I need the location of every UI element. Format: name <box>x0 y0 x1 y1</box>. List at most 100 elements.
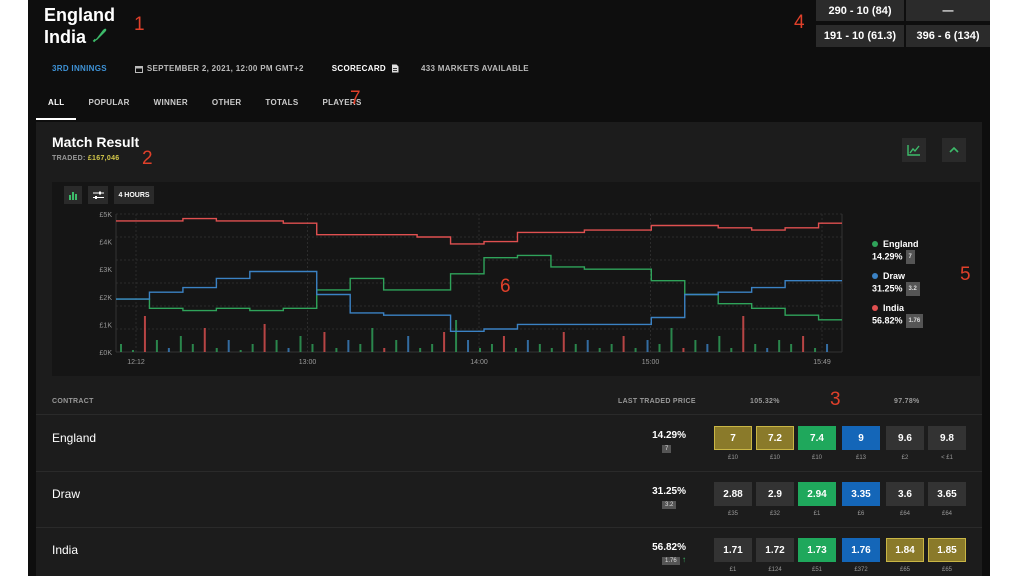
app-window: England India 1 4 290 - 10 (84) — 191 - … <box>28 0 990 576</box>
volume-bar <box>383 348 386 352</box>
volume-bar <box>730 348 733 352</box>
tab-popular[interactable]: POPULAR <box>88 98 130 107</box>
legend-pct-england: 14.29% <box>872 251 903 262</box>
tab-players[interactable]: PLAYERS <box>322 98 362 107</box>
y-left-tick: £0K <box>100 350 113 357</box>
team-home[interactable]: England <box>44 4 115 26</box>
market-tabs: ALL POPULAR WINNER OTHER TOTALS PLAYERS <box>36 90 374 120</box>
lay-price-button[interactable]: 3.35 <box>842 482 880 506</box>
back-stake: £32 <box>769 511 780 517</box>
x-tick: 14:00 <box>470 359 488 366</box>
chart-toggle-button[interactable] <box>902 138 926 162</box>
y-left-tick: £5K <box>100 212 113 219</box>
volume-bar <box>179 336 182 352</box>
x-tick: 12:12 <box>127 359 145 366</box>
lay-stake: £65 <box>941 567 952 573</box>
lay-price-button[interactable]: 3.6 <box>886 482 924 506</box>
legend-price-india: 1.76 <box>905 314 924 328</box>
volume-bar <box>395 340 398 352</box>
score-row1-col1: 290 - 10 (84) <box>816 0 904 21</box>
lay-price-button[interactable]: 9.6 <box>886 426 924 450</box>
volume-bar <box>826 344 829 352</box>
x-tick: 15:00 <box>642 359 660 366</box>
legend-dot-india <box>872 305 878 311</box>
tab-all[interactable]: ALL <box>36 90 77 120</box>
contract-pct: 14.29% <box>652 430 686 441</box>
back-stake: £51 <box>811 567 822 573</box>
volume-bar <box>335 348 338 352</box>
chevron-up-icon <box>949 146 959 153</box>
scorecard-label: SCORECARD <box>331 64 386 73</box>
chart-settings-button[interactable] <box>88 186 108 204</box>
contract-name[interactable]: England <box>52 431 97 445</box>
contract-name[interactable]: Draw <box>52 487 81 501</box>
back-price-button[interactable]: 7 <box>714 426 752 450</box>
volume-bar <box>538 344 541 352</box>
col-last-traded-price: LAST TRADED PRICE <box>618 398 696 405</box>
volume-bar <box>143 316 146 352</box>
chart-trend-icon <box>907 145 920 156</box>
lay-price-button[interactable]: 3.65 <box>928 482 966 506</box>
volume-bar <box>479 348 481 352</box>
volume-bar <box>251 344 254 352</box>
lay-stake: £65 <box>899 567 910 573</box>
tab-totals[interactable]: TOTALS <box>265 98 299 107</box>
series-line-draw <box>116 270 842 332</box>
annotation-2: 2 <box>142 148 153 169</box>
legend-price-draw: 3.2 <box>905 282 920 296</box>
table-row: Draw 31.25% 3.2 2.88 £35 2.9 £32 2.94 £1 3.35 £6 3.… <box>36 472 982 528</box>
legend-draw[interactable]: Draw 31.25% 3.2 <box>872 270 920 296</box>
legend-dot-england <box>872 241 878 247</box>
scorecard-link[interactable]: SCORECARD <box>332 64 399 73</box>
back-price-button[interactable]: 1.72 <box>756 538 794 562</box>
tab-other[interactable]: OTHER <box>211 98 242 107</box>
back-price-button[interactable]: 1.73 <box>798 538 836 562</box>
legend-india[interactable]: India 56.82% 1.76 <box>872 302 924 328</box>
lay-price-button[interactable]: 9 <box>842 426 880 450</box>
match-info-bar: 3RD INNINGS SEPTEMBER 2, 2021, 12:00 PM … <box>52 64 529 73</box>
back-price-button[interactable]: 1.71 <box>714 538 752 562</box>
volume-toggle-button[interactable] <box>64 186 82 204</box>
lay-stake: £2 <box>901 455 909 461</box>
volume-bar <box>718 336 721 352</box>
annotation-7: 7 <box>350 88 361 109</box>
volume-bar <box>131 350 134 352</box>
back-price-button[interactable]: 2.94 <box>798 482 836 506</box>
price-chart: 0%10%20%30%40%50%60%£0K£1K£2K£3K£4K£5K 1… <box>100 212 843 366</box>
annotation-1: 1 <box>134 14 145 35</box>
volume-bar <box>407 336 410 352</box>
collapse-button[interactable] <box>942 138 966 162</box>
volume-bar <box>299 336 302 352</box>
volume-bar <box>191 344 194 352</box>
legend-pct-draw: 31.25% <box>872 283 903 294</box>
lay-stake: £13 <box>855 455 866 461</box>
volume-bar <box>263 324 266 352</box>
back-price-button[interactable]: 2.9 <box>756 482 794 506</box>
lay-price-button[interactable]: 1.76 <box>842 538 880 562</box>
volume-bar <box>347 340 350 352</box>
contract-name[interactable]: India <box>52 543 79 557</box>
volume-bar <box>311 344 314 352</box>
back-price-button[interactable]: 7.4 <box>798 426 836 450</box>
traded-info: TRADED: £167,046 <box>52 155 119 162</box>
back-overround: 105.32% <box>750 398 780 405</box>
tab-winner[interactable]: WINNER <box>153 98 188 107</box>
team-away[interactable]: India <box>44 26 115 48</box>
volume-bar <box>586 340 589 352</box>
lay-price-button[interactable]: 9.8 <box>928 426 966 450</box>
lay-price-button[interactable]: 1.85 <box>928 538 966 562</box>
volume-bar <box>467 340 470 352</box>
volume-bar <box>766 348 769 352</box>
legend-england[interactable]: England 14.29% 7 <box>872 238 919 264</box>
lay-price-button[interactable]: 1.84 <box>886 538 924 562</box>
back-price-button[interactable]: 2.88 <box>714 482 752 506</box>
price-up-arrow-icon: ↑ <box>682 555 686 564</box>
time-range-button[interactable]: 4 HOURS <box>114 186 154 204</box>
volume-bar <box>814 348 817 352</box>
legend-label-draw: Draw <box>883 271 906 281</box>
back-stake: £35 <box>727 511 738 517</box>
match-teams: England India <box>44 4 115 48</box>
back-price-button[interactable]: 7.2 <box>756 426 794 450</box>
back-stake: £1 <box>813 511 821 517</box>
sliders-icon <box>92 191 104 199</box>
